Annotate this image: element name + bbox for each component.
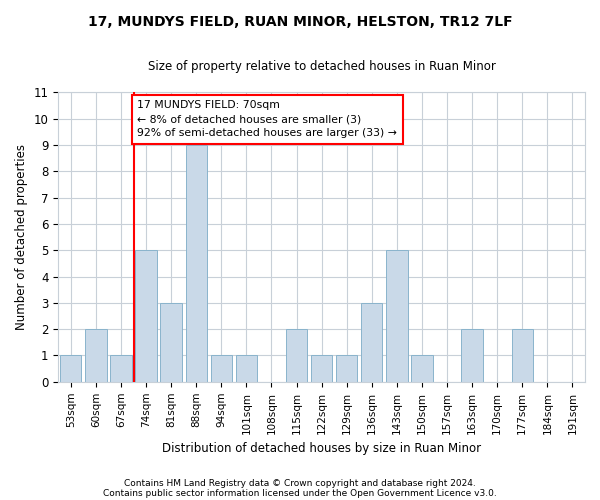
Bar <box>60 356 82 382</box>
Y-axis label: Number of detached properties: Number of detached properties <box>15 144 28 330</box>
X-axis label: Distribution of detached houses by size in Ruan Minor: Distribution of detached houses by size … <box>162 442 481 455</box>
Text: 17, MUNDYS FIELD, RUAN MINOR, HELSTON, TR12 7LF: 17, MUNDYS FIELD, RUAN MINOR, HELSTON, T… <box>88 15 512 29</box>
Bar <box>336 356 358 382</box>
Bar <box>311 356 332 382</box>
Text: 17 MUNDYS FIELD: 70sqm
← 8% of detached houses are smaller (3)
92% of semi-detac: 17 MUNDYS FIELD: 70sqm ← 8% of detached … <box>137 100 397 138</box>
Bar <box>512 329 533 382</box>
Bar <box>386 250 407 382</box>
Bar <box>185 145 207 382</box>
Bar <box>361 303 382 382</box>
Text: Contains HM Land Registry data © Crown copyright and database right 2024.: Contains HM Land Registry data © Crown c… <box>124 478 476 488</box>
Bar <box>136 250 157 382</box>
Bar <box>85 329 107 382</box>
Bar <box>110 356 131 382</box>
Bar <box>211 356 232 382</box>
Bar <box>236 356 257 382</box>
Bar <box>160 303 182 382</box>
Bar <box>286 329 307 382</box>
Bar <box>461 329 483 382</box>
Bar <box>412 356 433 382</box>
Title: Size of property relative to detached houses in Ruan Minor: Size of property relative to detached ho… <box>148 60 496 73</box>
Text: Contains public sector information licensed under the Open Government Licence v3: Contains public sector information licen… <box>103 488 497 498</box>
